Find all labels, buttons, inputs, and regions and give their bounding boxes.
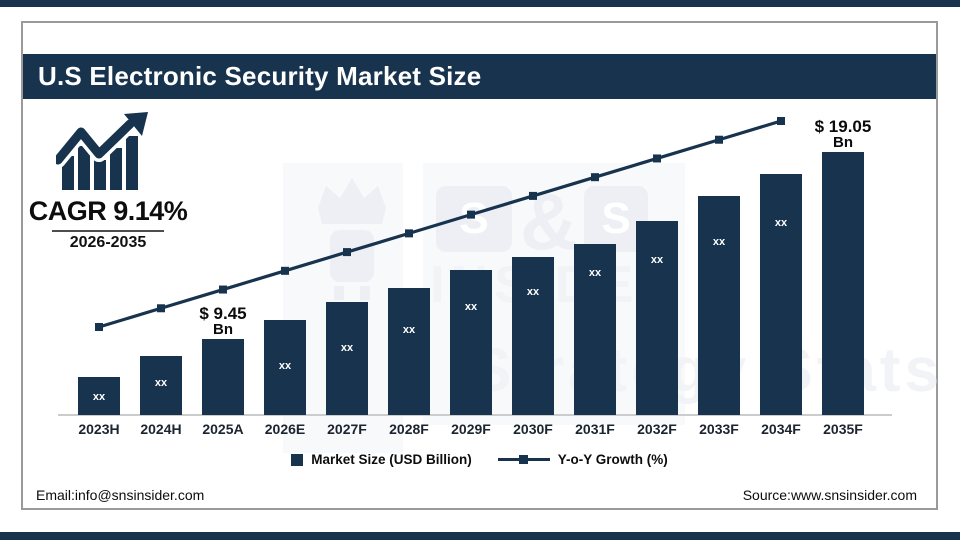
bar-2034F xyxy=(760,174,802,415)
bar-value-label-2031F: xx xyxy=(588,267,602,279)
page-title: U.S Electronic Security Market Size xyxy=(38,61,482,91)
bar-2025A xyxy=(202,339,244,415)
bar-2024H xyxy=(140,356,182,415)
callout-2035F: $ 19.05 Bn xyxy=(798,118,888,150)
bar-2028F xyxy=(388,288,430,415)
bar-series-swatch xyxy=(291,453,304,466)
x-axis-label-2026E: 2026E xyxy=(264,421,306,437)
cagr-value: CAGR 9.14% xyxy=(28,196,188,226)
bar-2029F xyxy=(450,270,492,415)
bar-2033F xyxy=(698,196,740,415)
x-axis-label-2027F: 2027F xyxy=(327,421,367,437)
bar-2032F xyxy=(636,221,678,415)
bar-value-label-2026E: xx xyxy=(278,360,292,372)
bar-2027F xyxy=(326,302,368,415)
x-axis-label-2032F: 2032F xyxy=(637,421,677,437)
bar-value-label-2030F: xx xyxy=(526,286,540,298)
growth-chart-icon xyxy=(56,112,148,190)
callout-value: $ 9.45 xyxy=(199,304,247,323)
bar-value-label-2032F: xx xyxy=(650,254,664,266)
bar-2030F xyxy=(512,257,554,415)
x-axis-label-2029F: 2029F xyxy=(451,421,491,437)
line-marker-icon xyxy=(518,455,528,464)
x-axis-label-2030F: 2030F xyxy=(513,421,553,437)
cagr-period: 2026-2035 xyxy=(69,234,147,251)
bar-2023H xyxy=(78,377,120,415)
bar-value-label-2024H: xx xyxy=(154,377,168,389)
callout-value: $ 19.05 xyxy=(814,117,872,136)
bar-value-label-2034F: xx xyxy=(774,217,788,229)
bar-value-label-2027F: xx xyxy=(340,342,354,354)
bar-value-label-2033F: xx xyxy=(712,236,726,248)
x-axis-label-2031F: 2031F xyxy=(575,421,615,437)
x-axis-label-2033F: 2033F xyxy=(699,421,739,437)
legend-label-market-size: Market Size (USD Billion) xyxy=(311,452,472,467)
callout-2025A: $ 9.45 Bn xyxy=(178,305,268,337)
cagr-block: CAGR 9.14% 2026-2035 xyxy=(28,112,188,252)
bar-value-label-2023H: xx xyxy=(92,391,106,403)
legend-label-yoy: Y-o-Y Growth (%) xyxy=(557,452,668,467)
bar-value-label-2028F: xx xyxy=(402,324,416,336)
callout-unit: Bn xyxy=(213,321,233,338)
line-series-swatch xyxy=(497,455,550,464)
top-accent-bar xyxy=(0,0,960,7)
chart-legend: Market Size (USD Billion) Y-o-Y Growth (… xyxy=(23,452,936,467)
x-axis-label-2023H: 2023H xyxy=(78,421,120,437)
x-axis-label-2028F: 2028F xyxy=(389,421,429,437)
legend-item-yoy: Y-o-Y Growth (%) xyxy=(497,452,668,467)
bar-value-label-2029F: xx xyxy=(464,301,478,313)
footer-source: Source:www.snsinsider.com xyxy=(742,487,917,503)
cagr-underline xyxy=(52,230,164,232)
bar-2035F xyxy=(822,152,864,415)
callout-unit: Bn xyxy=(833,134,853,151)
x-axis-label-2024H: 2024H xyxy=(140,421,182,437)
legend-item-market-size: Market Size (USD Billion) xyxy=(291,452,472,467)
footer-email: Email:info@snsinsider.com xyxy=(36,487,205,503)
chart-title-bar: U.S Electronic Security Market Size xyxy=(23,54,936,99)
x-axis-label-2025A: 2025A xyxy=(202,421,244,437)
x-axis-label-2034F: 2034F xyxy=(761,421,801,437)
x-axis-label-2035F: 2035F xyxy=(823,421,863,437)
bottom-accent-bar xyxy=(0,532,960,540)
